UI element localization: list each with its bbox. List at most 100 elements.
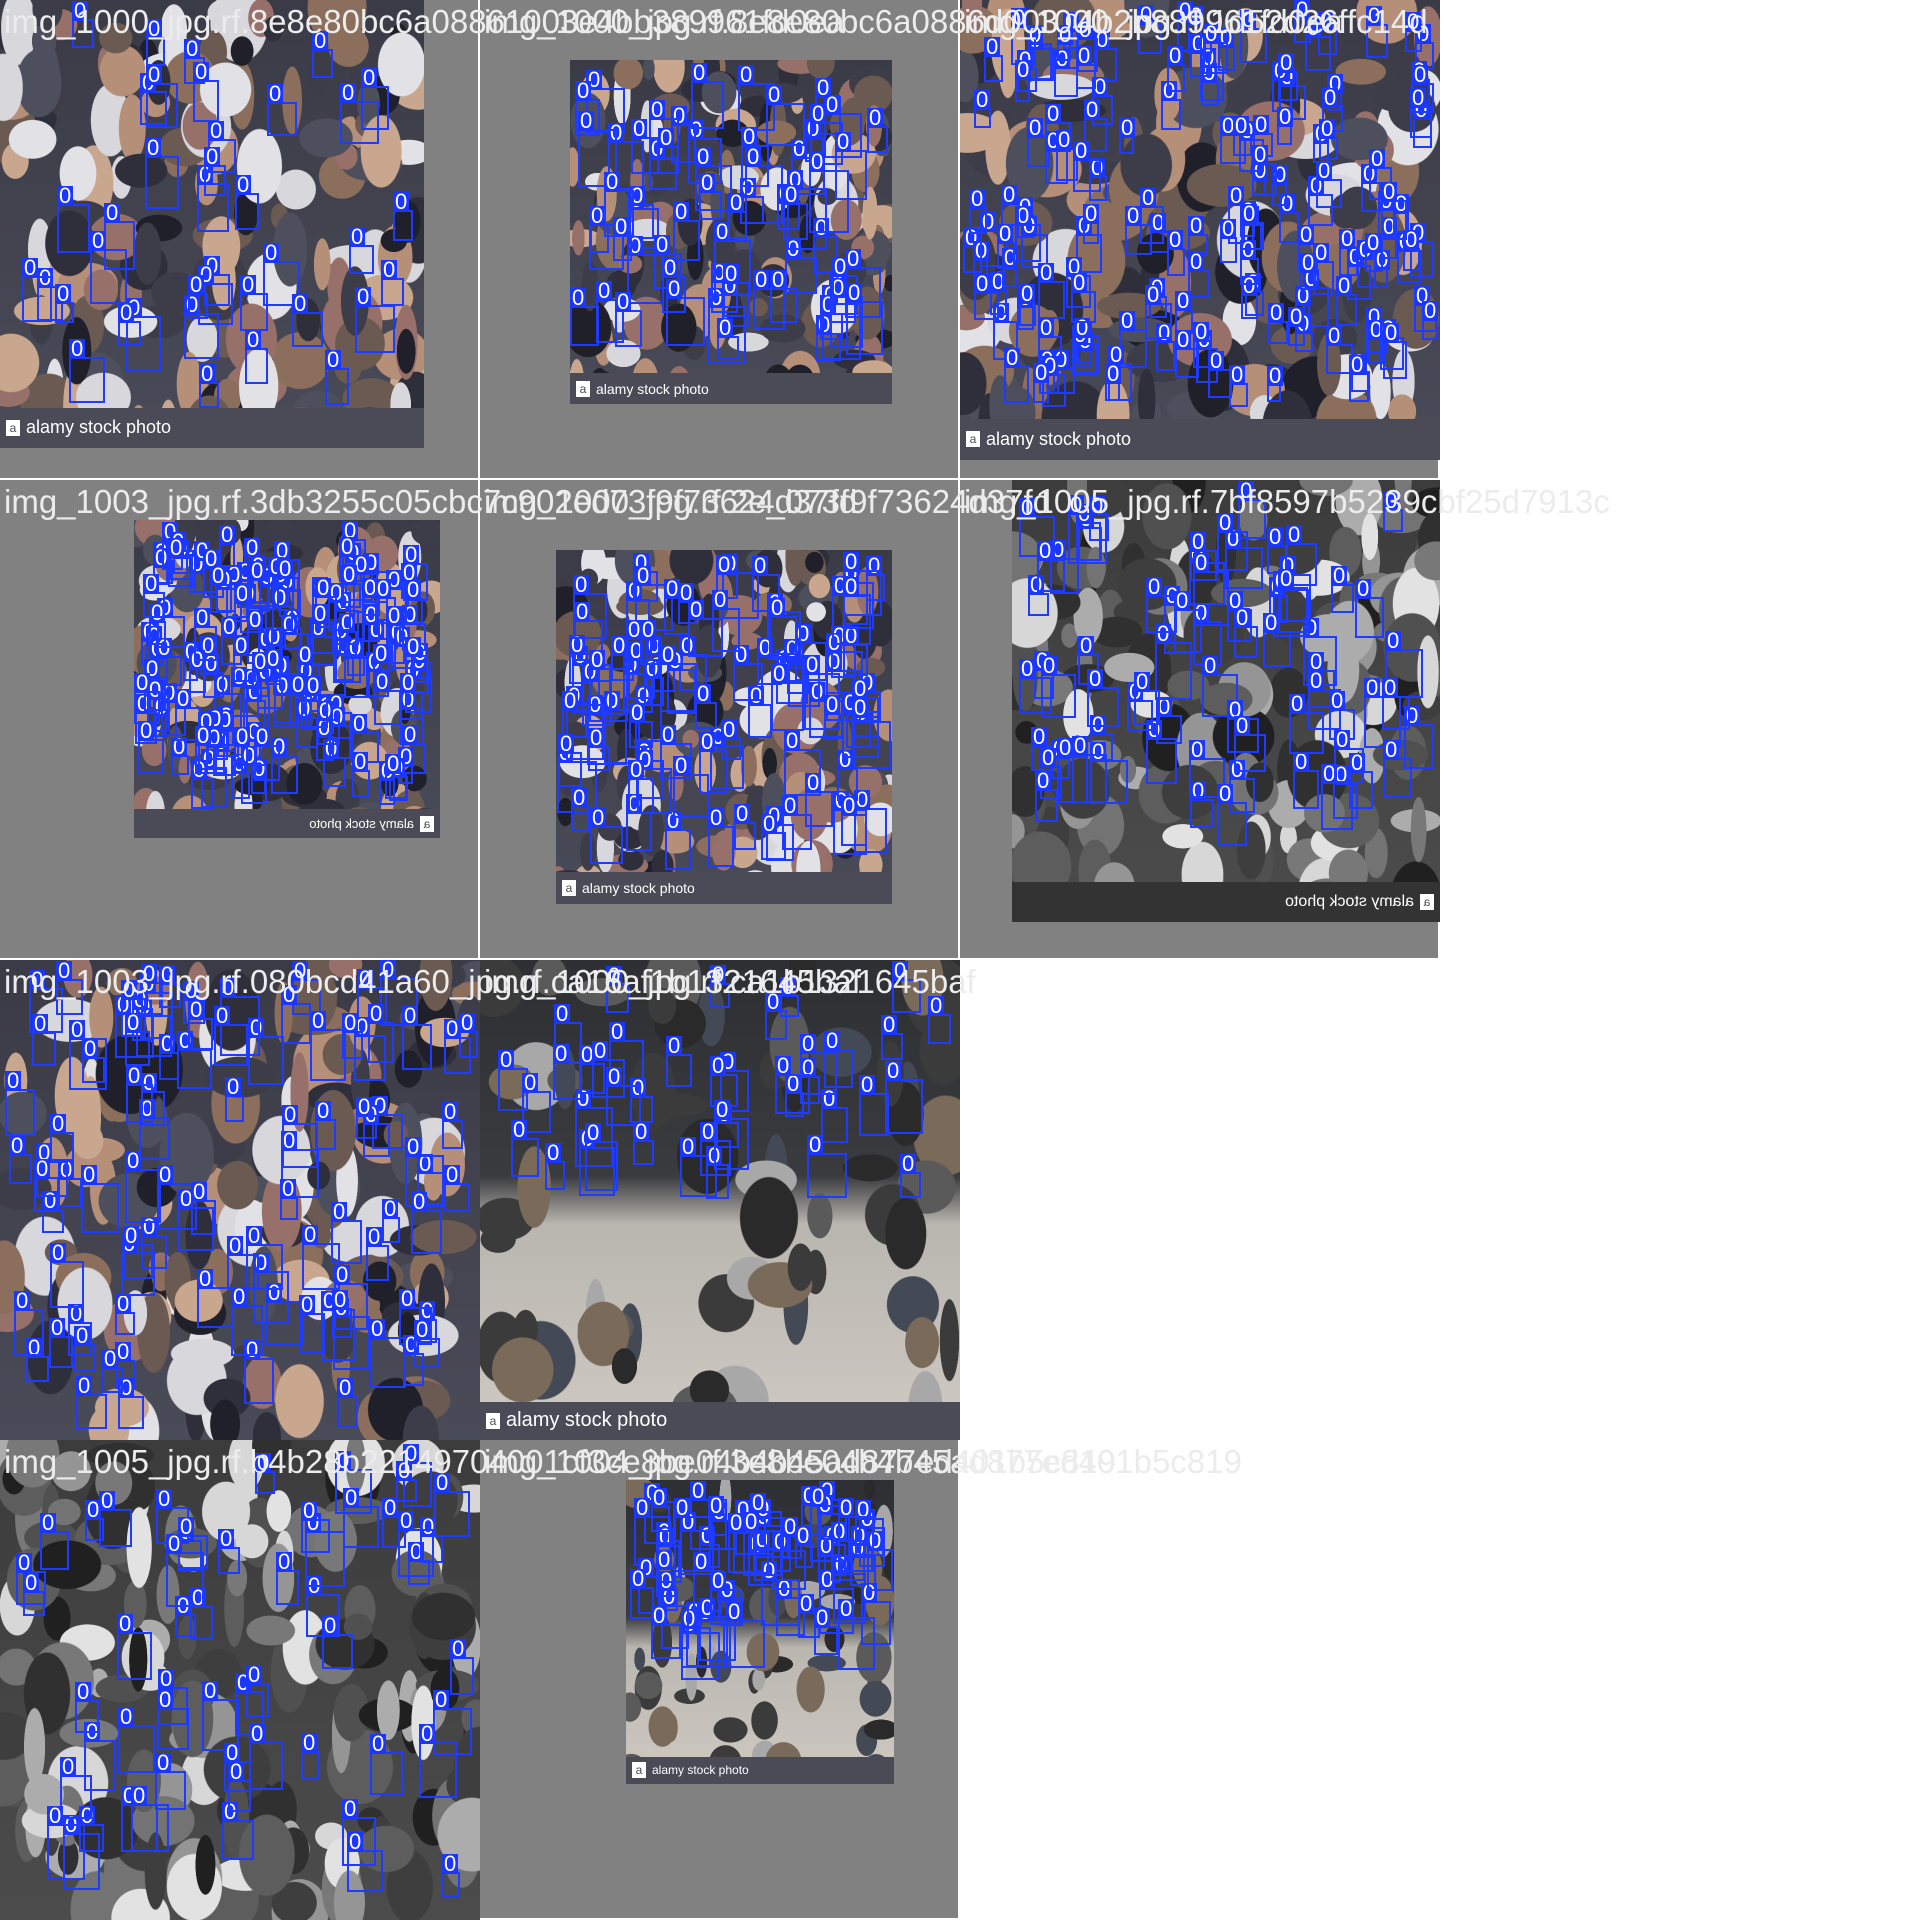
detection-box: 0 bbox=[1145, 284, 1172, 339]
detection-class-label: 0 bbox=[57, 183, 74, 208]
detection-box: 0 bbox=[117, 1613, 152, 1680]
detection-box: 0 bbox=[651, 1605, 681, 1659]
detection-box: 0 bbox=[22, 257, 52, 322]
detection-box: 0 bbox=[368, 1003, 394, 1063]
detection-class-label: 0 bbox=[191, 1179, 208, 1204]
detection-box: 0 bbox=[688, 599, 723, 657]
detection-box: 0 bbox=[1015, 205, 1041, 262]
detection-box: 0 bbox=[168, 537, 193, 587]
detection-box: 0 bbox=[881, 1014, 903, 1060]
detection-class-label: 0 bbox=[699, 729, 716, 754]
detection-class-label: 0 bbox=[1383, 320, 1400, 345]
detection-class-label: 0 bbox=[399, 1286, 416, 1311]
detection-class-label: 0 bbox=[118, 1704, 135, 1729]
detection-box: 0 bbox=[1365, 232, 1383, 272]
detection-box: 0 bbox=[1321, 763, 1353, 830]
detection-box: 0 bbox=[218, 1528, 240, 1574]
detection-box: 0 bbox=[138, 720, 164, 774]
watermark-bar: a alamy stock photo bbox=[0, 407, 424, 448]
detection-class-label: 0 bbox=[592, 1038, 609, 1063]
detection-box: 0 bbox=[1277, 106, 1294, 145]
detection-class-label: 0 bbox=[691, 60, 708, 85]
detection-class-label: 0 bbox=[337, 1375, 354, 1400]
detection-class-label: 0 bbox=[123, 1223, 140, 1248]
detection-box: 0 bbox=[82, 1038, 105, 1083]
detection-box: 0 bbox=[57, 185, 90, 253]
detection-box: 0 bbox=[349, 226, 374, 274]
detection-class-label: 0 bbox=[782, 793, 799, 818]
detection-class-label: 0 bbox=[252, 649, 269, 674]
detection-class-label: 0 bbox=[498, 1047, 515, 1072]
detection-class-label: 0 bbox=[1234, 713, 1251, 738]
detection-class-label: 0 bbox=[649, 97, 666, 122]
detection-class-label: 0 bbox=[1267, 363, 1284, 388]
detection-class-label: 0 bbox=[1252, 142, 1269, 167]
detection-class-label: 0 bbox=[1289, 691, 1306, 716]
detection-class-label: 0 bbox=[832, 254, 849, 279]
detection-box: 0 bbox=[1076, 45, 1096, 89]
detection-class-label: 0 bbox=[244, 535, 261, 560]
detection-class-label: 0 bbox=[1072, 733, 1089, 758]
detection-class-label: 0 bbox=[810, 1484, 827, 1509]
detection-class-label: 0 bbox=[153, 545, 170, 570]
detection-class-label: 0 bbox=[714, 1097, 731, 1122]
detection-class-label: 0 bbox=[1140, 185, 1157, 210]
detection-box: 0 bbox=[900, 1153, 921, 1198]
detection-class-label: 0 bbox=[800, 1031, 817, 1056]
detection-class-label: 0 bbox=[231, 1284, 248, 1309]
detection-class-label: 0 bbox=[1334, 727, 1351, 752]
detection-class-label: 0 bbox=[184, 36, 201, 61]
detection-box: 0 bbox=[356, 1096, 377, 1139]
detection-class-label: 0 bbox=[809, 149, 826, 174]
detection-class-label: 0 bbox=[815, 75, 832, 100]
detection-class-label: 0 bbox=[224, 1740, 241, 1765]
detection-class-label: 0 bbox=[214, 1003, 231, 1028]
detection-class-label: 0 bbox=[145, 135, 162, 160]
detection-box: 0 bbox=[225, 1076, 244, 1122]
detection-box: 0 bbox=[852, 697, 879, 748]
detection-box: 0 bbox=[188, 999, 213, 1050]
detection-class-label: 0 bbox=[562, 688, 579, 713]
detection-class-label: 0 bbox=[1057, 22, 1074, 47]
detection-class-label: 0 bbox=[227, 1233, 244, 1258]
detection-box: 0 bbox=[1288, 306, 1305, 346]
detection-class-label: 0 bbox=[1336, 273, 1353, 298]
detection-box: 0 bbox=[72, 0, 94, 48]
detection-class-label: 0 bbox=[1119, 115, 1136, 140]
detection-box: 0 bbox=[363, 604, 380, 642]
detection-box: 0 bbox=[1383, 322, 1407, 379]
detection-class-label: 0 bbox=[34, 1156, 51, 1181]
detection-class-label: 0 bbox=[405, 634, 422, 659]
detection-box: 0 bbox=[203, 653, 224, 698]
detection-box: 0 bbox=[1167, 45, 1185, 92]
detection-box: 0 bbox=[1119, 117, 1136, 154]
detection-class-label: 0 bbox=[1202, 653, 1219, 678]
detection-class-label: 0 bbox=[1316, 158, 1333, 183]
detection-class-label: 0 bbox=[666, 1033, 683, 1058]
detection-class-label: 0 bbox=[885, 1058, 902, 1083]
detection-class-label: 0 bbox=[168, 535, 185, 560]
detection-box: 0 bbox=[347, 1831, 383, 1892]
detection-class-label: 0 bbox=[810, 101, 827, 126]
detection-class-label: 0 bbox=[631, 116, 648, 141]
detection-box: 0 bbox=[1241, 275, 1258, 319]
detection-class-label: 0 bbox=[1263, 610, 1280, 635]
detection-box: 0 bbox=[633, 1121, 654, 1165]
detection-box: 0 bbox=[578, 110, 617, 187]
detection-box: 0 bbox=[370, 1733, 403, 1795]
detection-box: 0 bbox=[691, 62, 724, 129]
watermark-bar: a alamy stock photo bbox=[556, 872, 892, 904]
detection-class-label: 0 bbox=[673, 199, 690, 224]
detection-box: 0 bbox=[276, 1551, 299, 1605]
alamy-logo-icon: a bbox=[576, 380, 590, 397]
